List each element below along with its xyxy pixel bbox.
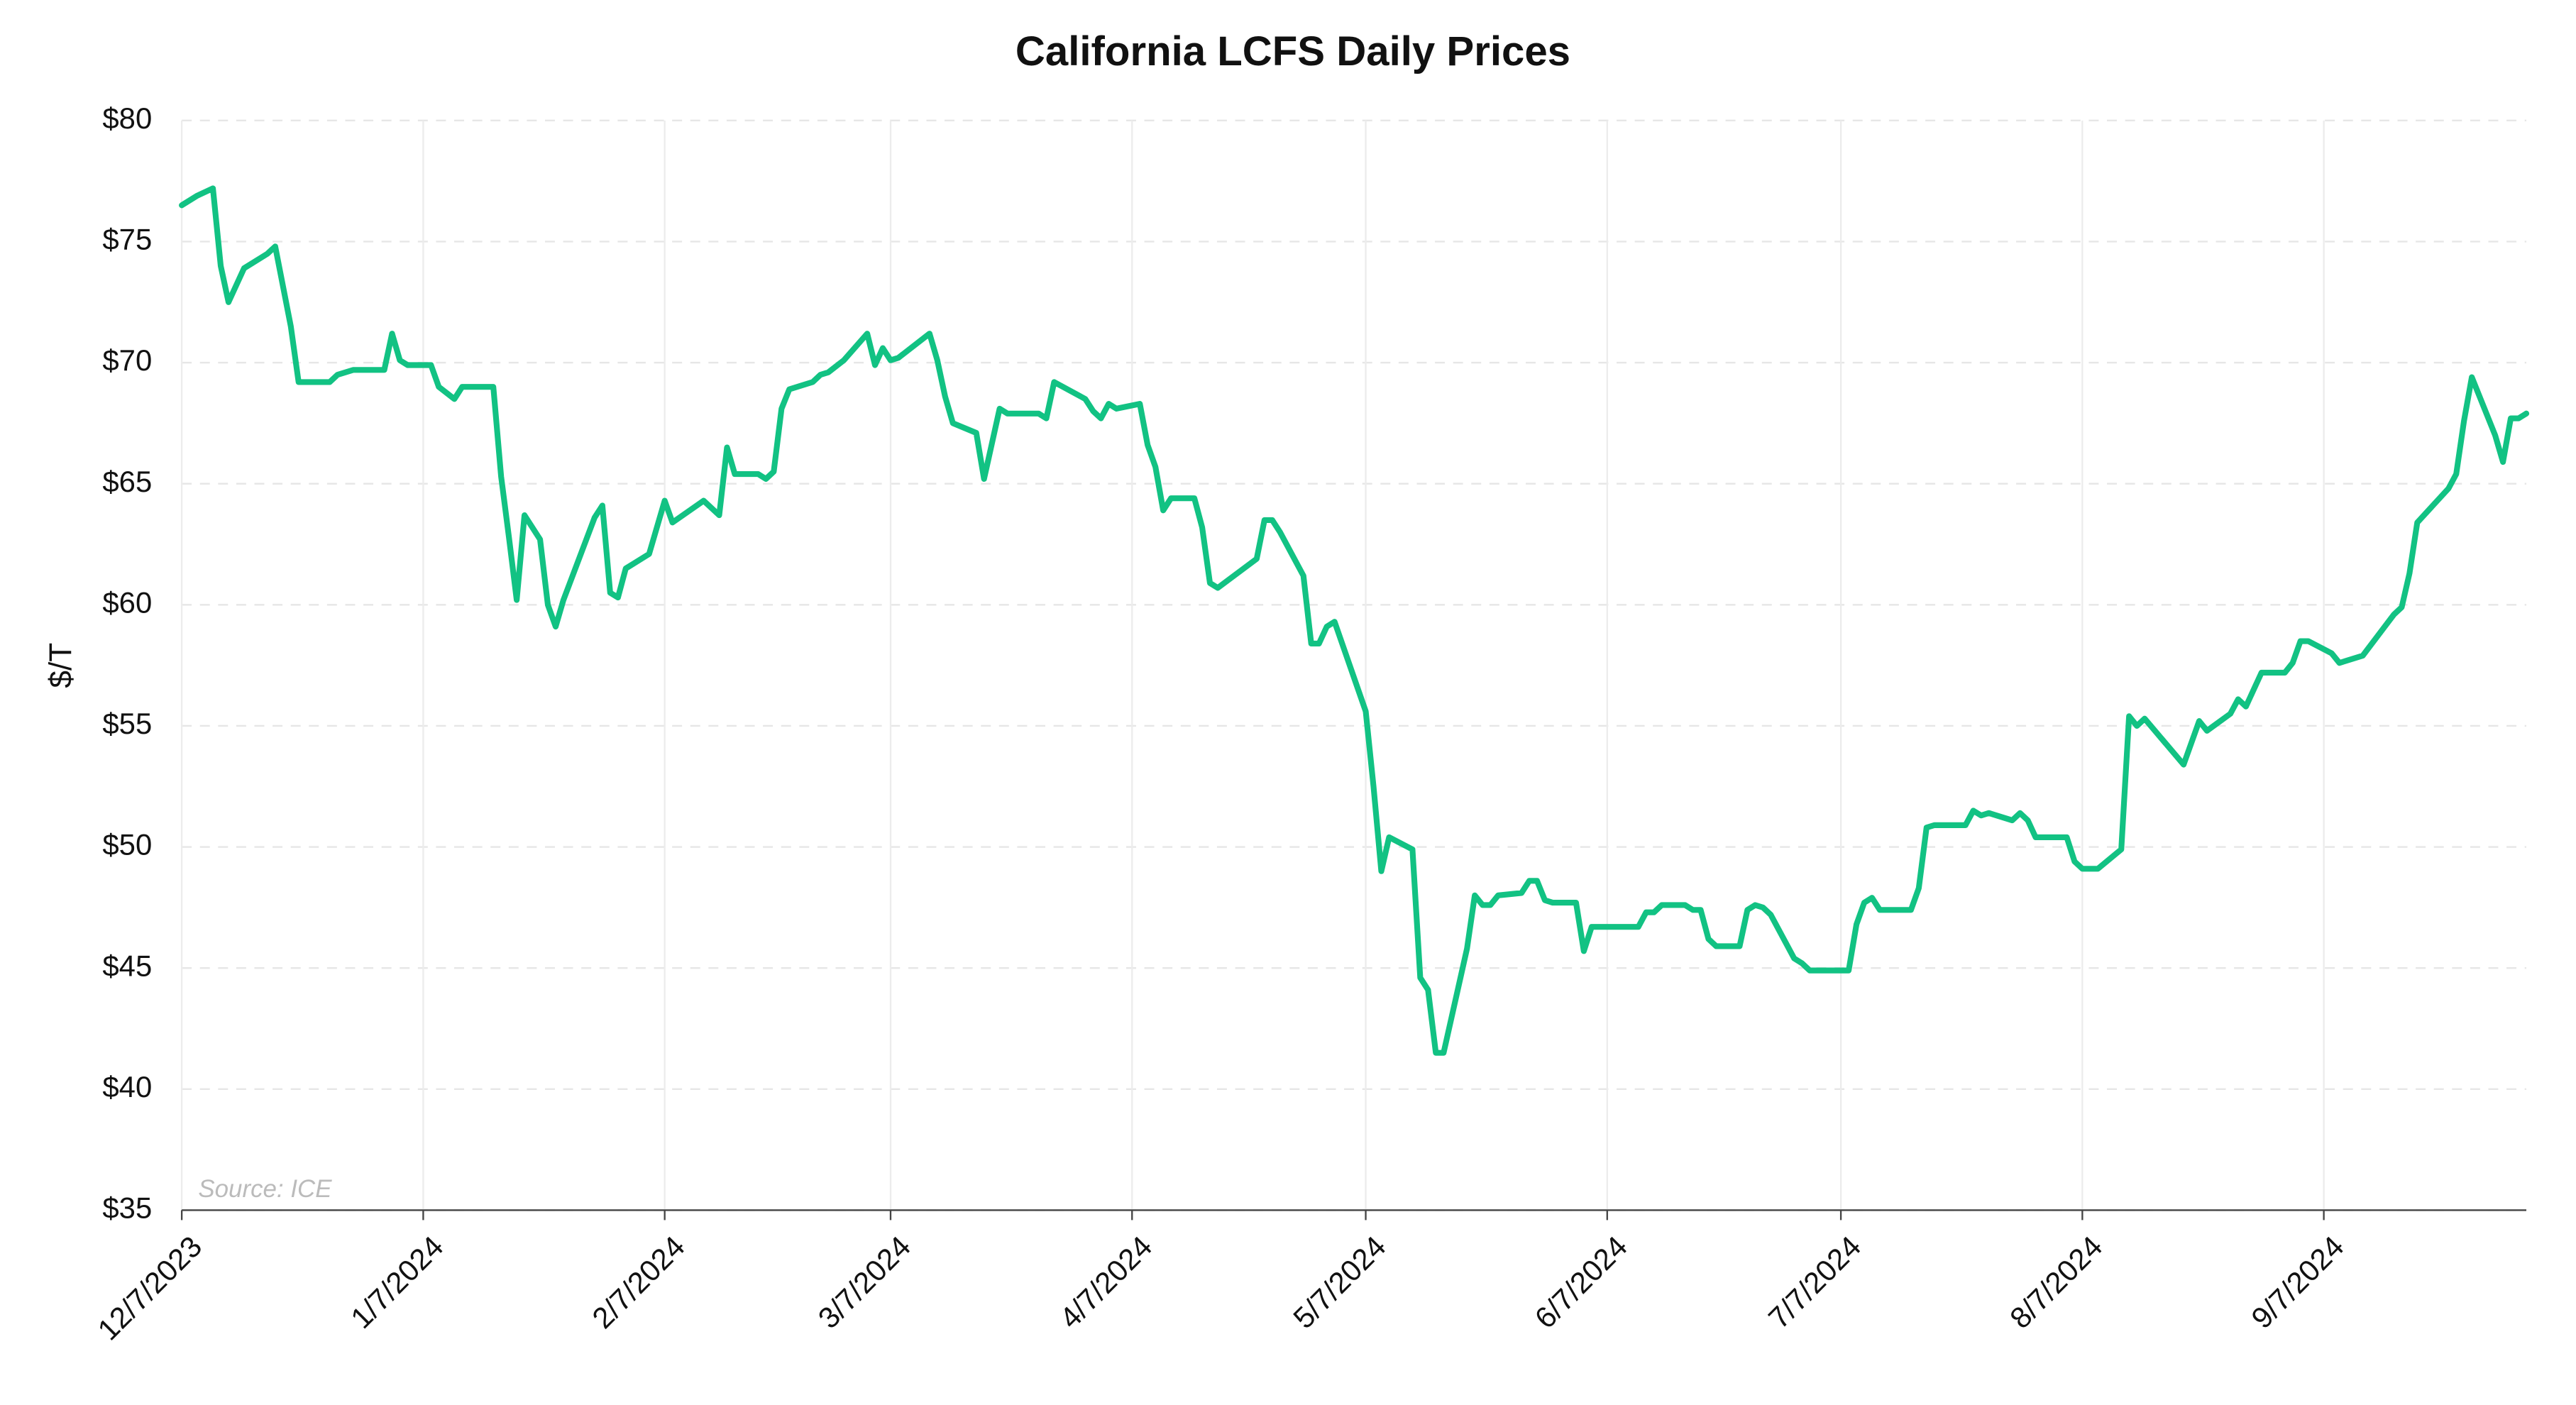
y-tick-label: $75 <box>102 223 152 256</box>
y-axis-label: $/T <box>43 643 78 688</box>
y-tick-label: $80 <box>102 101 152 135</box>
y-tick-label: $70 <box>102 343 152 377</box>
y-tick-label: $65 <box>102 465 152 498</box>
source-note: Source: ICE <box>198 1175 332 1203</box>
x-tick-label: 1/7/2024 <box>344 1230 450 1335</box>
x-tick-label: 7/7/2024 <box>1762 1230 1868 1335</box>
chart-title: California LCFS Daily Prices <box>1015 28 1570 75</box>
x-tick-label: 12/7/2023 <box>91 1230 208 1347</box>
y-tick-label: $40 <box>102 1070 152 1103</box>
price-line <box>179 185 2530 1056</box>
x-tick-label: 2/7/2024 <box>585 1230 691 1335</box>
y-tick-label: $60 <box>102 585 152 619</box>
y-tick-label: $50 <box>102 828 152 861</box>
x-tick-label: 6/7/2024 <box>1528 1230 1634 1335</box>
x-tick-label: 4/7/2024 <box>1053 1230 1159 1335</box>
y-tick-label: $45 <box>102 949 152 982</box>
x-tick-label: 5/7/2024 <box>1287 1230 1392 1335</box>
y-tick-label: $35 <box>102 1191 152 1225</box>
x-tick-label: 3/7/2024 <box>812 1230 918 1335</box>
x-tick-label: 9/7/2024 <box>2245 1230 2350 1335</box>
x-tick-label: 8/7/2024 <box>2003 1230 2109 1335</box>
y-tick-label: $55 <box>102 707 152 740</box>
